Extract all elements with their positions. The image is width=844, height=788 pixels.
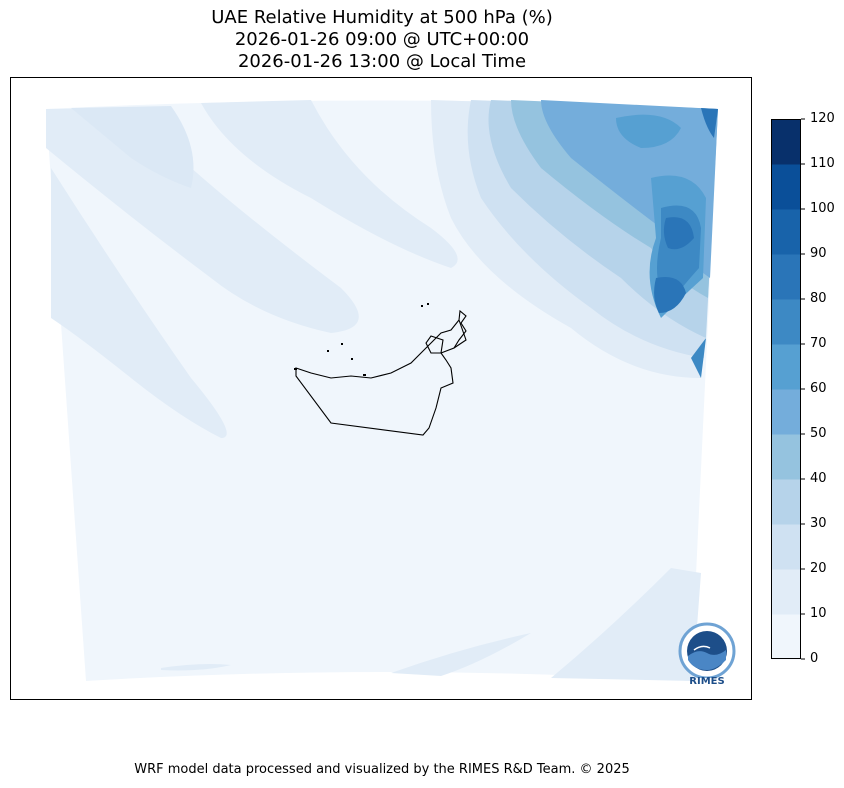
colorbar-segment [771, 209, 801, 255]
title-variable: UAE Relative Humidity at 500 hPa (%) [211, 7, 553, 28]
rh-band-90-100 [701, 108, 718, 138]
colorbar-segment [771, 479, 801, 525]
colorbar-segment [771, 164, 801, 210]
colorbar-segment [771, 434, 801, 480]
colorbar-tick-label: 70 [810, 336, 827, 351]
uae-islands [294, 303, 429, 376]
rimes-globe-icon [678, 622, 736, 680]
rh-band-10-20 [161, 664, 231, 671]
colorbar-tick-label: 40 [810, 471, 827, 486]
colorbar-segment [771, 614, 801, 660]
rh-band-80-90 [663, 217, 694, 250]
colorbar-tick-label: 10 [810, 606, 827, 621]
rh-band-10-20 [201, 100, 458, 268]
colorbar-tick-label: 50 [810, 426, 827, 441]
colorbar-tick-label: 60 [810, 381, 827, 396]
map-panel [10, 77, 752, 700]
colorbar-segment [771, 524, 801, 570]
colorbar-segment [771, 254, 801, 300]
colorbar-border [771, 119, 801, 659]
colorbar-tick-label: 20 [810, 561, 827, 576]
colorbar-tick-label: 80 [810, 291, 827, 306]
rh-band-60-70 [616, 114, 681, 148]
rh-band-10-20 [391, 633, 531, 676]
rh-band-10-20 [551, 568, 701, 681]
rh-band-10-20 [46, 108, 359, 333]
uae-boundary [295, 309, 467, 436]
colorbar-segment [771, 344, 801, 390]
colorbar-segment [771, 299, 801, 345]
rh-band-10-20 [71, 106, 194, 188]
credit-footer: WRF model data processed and visualized … [134, 762, 630, 777]
title-local-time: 2026-01-26 13:00 @ Local Time [237, 51, 527, 72]
colorbar-tick-label: 100 [810, 201, 835, 216]
colorbar-segment [771, 119, 801, 165]
humidity-field-map [46, 100, 718, 681]
map-title: UAE Relative Humidity at 500 hPa (%) 202… [0, 7, 764, 73]
title-utc-time: 2026-01-26 09:00 @ UTC+00:00 [234, 29, 530, 50]
colorbar-segment [771, 569, 801, 615]
rimes-logo: RIMES [674, 620, 740, 692]
colorbar-tick-label: 110 [810, 156, 835, 171]
rh-band-70-80 [654, 277, 686, 313]
rimes-logo-text: RIMES [689, 676, 725, 687]
colorbar-scale [771, 118, 805, 660]
colorbar [771, 118, 805, 660]
colorbar-tick-label: 30 [810, 516, 827, 531]
rh-band-60-70 [691, 338, 706, 378]
rh-band-10-20 [51, 168, 227, 438]
colorbar-segment [771, 389, 801, 435]
colorbar-tick-label: 120 [810, 111, 835, 126]
colorbar-tick-label: 0 [810, 651, 819, 666]
colorbar-tick-label: 90 [810, 246, 827, 261]
